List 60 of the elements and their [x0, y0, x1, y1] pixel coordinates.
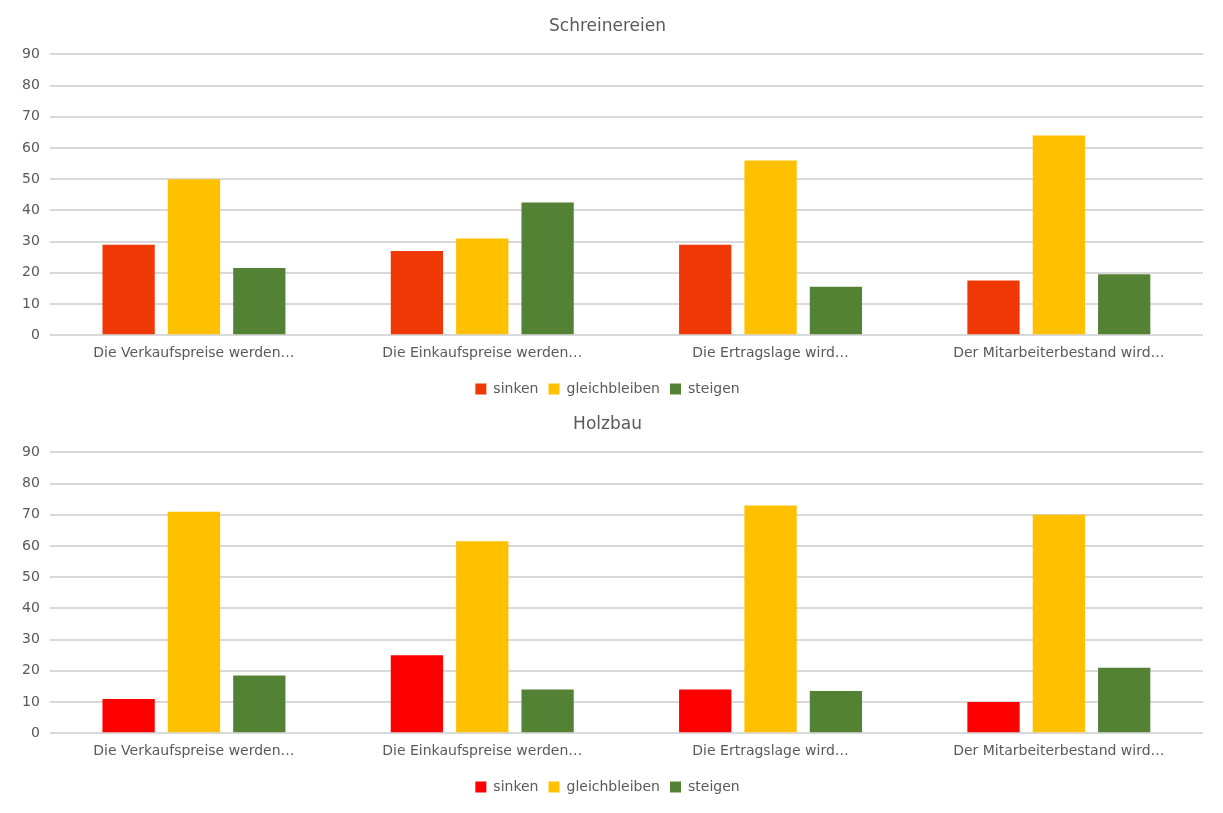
bar [967, 702, 1020, 733]
y-tick-label: 40 [21, 201, 40, 218]
bar [679, 689, 732, 733]
legend-label: gleichbleiben [566, 777, 661, 794]
bar [167, 179, 221, 335]
bar [809, 691, 863, 733]
y-tick-label: 60 [21, 138, 40, 155]
bar [744, 160, 797, 335]
x-tick-label: Die Verkaufspreise werden… [93, 344, 295, 361]
y-tick-label: 70 [21, 505, 40, 522]
y-tick-label: 80 [21, 474, 40, 491]
x-tick-label: Der Mitarbeiterbestand wird… [953, 742, 1165, 759]
x-tick-label: Die Verkaufspreise werden… [93, 742, 295, 759]
y-tick-label: 40 [21, 599, 40, 616]
y-tick-label: 0 [30, 325, 40, 342]
legend-label: sinken [493, 777, 539, 794]
y-tick-label: 10 [21, 294, 40, 311]
bar [744, 505, 797, 733]
bar [809, 286, 863, 335]
bar [102, 244, 155, 335]
x-tick-label: Die Einkaufspreise werden… [382, 344, 583, 361]
legend-label: steigen [688, 777, 740, 794]
y-tick-label: 50 [21, 169, 40, 186]
bar [1032, 135, 1085, 335]
y-tick-label: 50 [21, 567, 40, 584]
y-tick-label: 20 [21, 661, 40, 678]
chart-title: Holzbau [573, 412, 642, 433]
bar [390, 250, 444, 335]
bar [521, 689, 574, 733]
legend-label: sinken [493, 379, 539, 396]
y-tick-label: 90 [21, 45, 40, 62]
bar [1098, 274, 1151, 335]
bar [521, 202, 574, 335]
bar [233, 675, 286, 733]
bar [679, 244, 732, 335]
x-tick-label: Die Ertragslage wird… [692, 742, 849, 759]
legend-label: gleichbleiben [566, 379, 661, 396]
bar [1032, 514, 1085, 733]
y-tick-label: 30 [21, 630, 40, 647]
x-tick-label: Der Mitarbeiterbestand wird… [953, 344, 1165, 361]
bar [456, 238, 509, 335]
bar [967, 280, 1020, 335]
y-tick-label: 30 [21, 232, 40, 249]
y-tick-label: 90 [21, 443, 40, 460]
y-tick-label: 0 [30, 723, 40, 740]
bar [233, 268, 286, 335]
y-tick-label: 60 [21, 536, 40, 553]
y-tick-label: 70 [21, 107, 40, 124]
bar [102, 698, 155, 733]
y-tick-label: 20 [21, 263, 40, 280]
bar [1098, 667, 1151, 733]
bar [390, 655, 444, 733]
legend-label: steigen [688, 379, 740, 396]
chart-title: Schreinereien [549, 14, 666, 35]
y-tick-label: 80 [21, 76, 40, 93]
bar [167, 511, 221, 733]
bar [456, 541, 509, 733]
x-tick-label: Die Ertragslage wird… [692, 344, 849, 361]
x-tick-label: Die Einkaufspreise werden… [382, 742, 583, 759]
y-tick-label: 10 [21, 692, 40, 709]
